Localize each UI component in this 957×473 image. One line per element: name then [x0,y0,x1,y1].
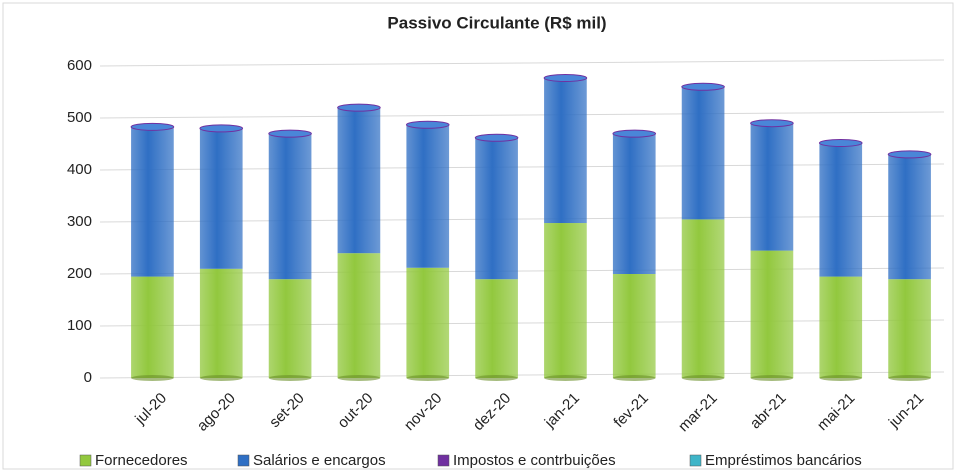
bar-segment [750,250,794,378]
bar-shadow [406,375,450,381]
bar-top [268,129,312,138]
bar-segment [888,155,931,280]
bar-shadow [268,375,312,381]
bar-segment [337,253,381,378]
bar-shadow [131,375,174,381]
bar-shadow [888,375,931,381]
legend-label: Impostos e contrbuições [453,452,616,469]
bar-top [543,73,588,82]
bar-segment [819,144,863,277]
bar-shadow [337,375,381,381]
y-tick-label: 500 [67,109,92,126]
bar-shadow [681,375,725,381]
bar-top [199,124,244,133]
bar-segment [131,127,174,277]
bar-segment [612,274,656,378]
bar-top [887,150,932,159]
bar-top [750,119,794,128]
y-tick-label: 0 [84,369,92,386]
y-tick-label: 200 [67,265,92,282]
bar-top [612,129,657,138]
bar-segment [406,125,450,268]
bar-segment [544,223,587,378]
legend-label: Salários e encargos [253,452,386,469]
bar-shadow [750,375,794,381]
bar-shadow [475,375,518,381]
y-tick-label: 600 [67,57,92,74]
bar-top [337,103,381,112]
grid-line [99,111,945,119]
bar-shadow [612,375,656,381]
bar-top [681,82,725,91]
chart-title: Passivo Circulante (R$ mil) [387,13,606,32]
bar-segment [544,79,587,224]
bar-segment [888,279,931,378]
y-tick-label: 400 [67,161,92,178]
bar-segment [406,267,450,378]
legend-swatch [79,454,92,467]
bar-shadow [544,375,587,381]
bar-segment [199,129,243,269]
y-tick-label: 300 [67,213,92,230]
bar-shadow [199,375,243,381]
grid-line [99,59,945,67]
bar-top [405,120,450,129]
bar-segment [268,279,312,378]
bar-segment [131,276,174,378]
bar-segment [268,134,312,280]
legend-label: Empréstimos bancários [705,452,862,469]
bar-segment [681,87,725,220]
bar-segment [337,108,381,254]
legend-swatch [237,454,250,467]
bar-segment [750,124,794,251]
y-tick-label: 100 [67,317,92,334]
legend-label: Fornecedores [95,452,188,469]
bar-top [130,122,175,131]
bar-segment [475,279,518,378]
legend-swatch [437,454,450,467]
bar-segment [681,219,725,378]
bar-segment [199,268,243,378]
bar-top [818,138,863,147]
bar-segment [612,134,656,274]
bar-segment [475,138,518,280]
bar-segment [819,276,863,378]
bar-top [474,133,519,142]
legend-swatch [689,454,702,467]
bar-shadow [819,375,863,381]
